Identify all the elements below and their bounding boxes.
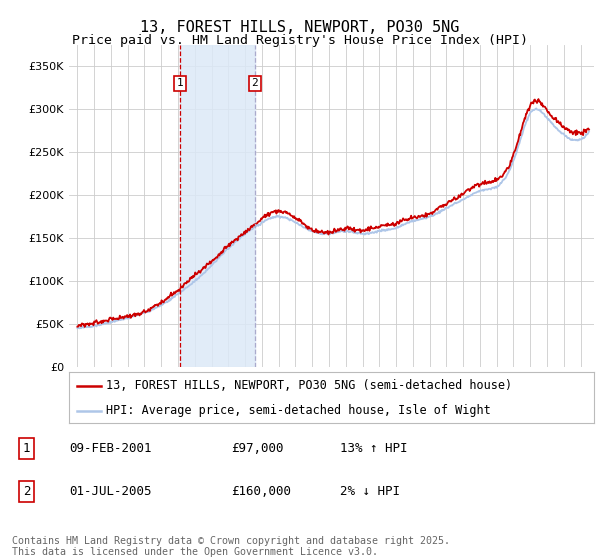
Text: 13, FOREST HILLS, NEWPORT, PO30 5NG: 13, FOREST HILLS, NEWPORT, PO30 5NG (140, 20, 460, 35)
Text: 2: 2 (251, 78, 258, 88)
Text: 2: 2 (23, 485, 30, 498)
Text: HPI: Average price, semi-detached house, Isle of Wight: HPI: Average price, semi-detached house,… (106, 404, 491, 417)
Text: 1: 1 (23, 442, 30, 455)
Text: 13, FOREST HILLS, NEWPORT, PO30 5NG (semi-detached house): 13, FOREST HILLS, NEWPORT, PO30 5NG (sem… (106, 379, 512, 392)
Text: 01-JUL-2005: 01-JUL-2005 (70, 485, 152, 498)
Text: £97,000: £97,000 (231, 442, 283, 455)
Text: 2% ↓ HPI: 2% ↓ HPI (340, 485, 400, 498)
Text: 13% ↑ HPI: 13% ↑ HPI (340, 442, 408, 455)
Text: Price paid vs. HM Land Registry's House Price Index (HPI): Price paid vs. HM Land Registry's House … (72, 34, 528, 46)
Text: 1: 1 (176, 78, 183, 88)
Text: 09-FEB-2001: 09-FEB-2001 (70, 442, 152, 455)
Bar (180, 45, 255, 367)
Text: £160,000: £160,000 (231, 485, 291, 498)
Text: Contains HM Land Registry data © Crown copyright and database right 2025.
This d: Contains HM Land Registry data © Crown c… (12, 535, 450, 557)
